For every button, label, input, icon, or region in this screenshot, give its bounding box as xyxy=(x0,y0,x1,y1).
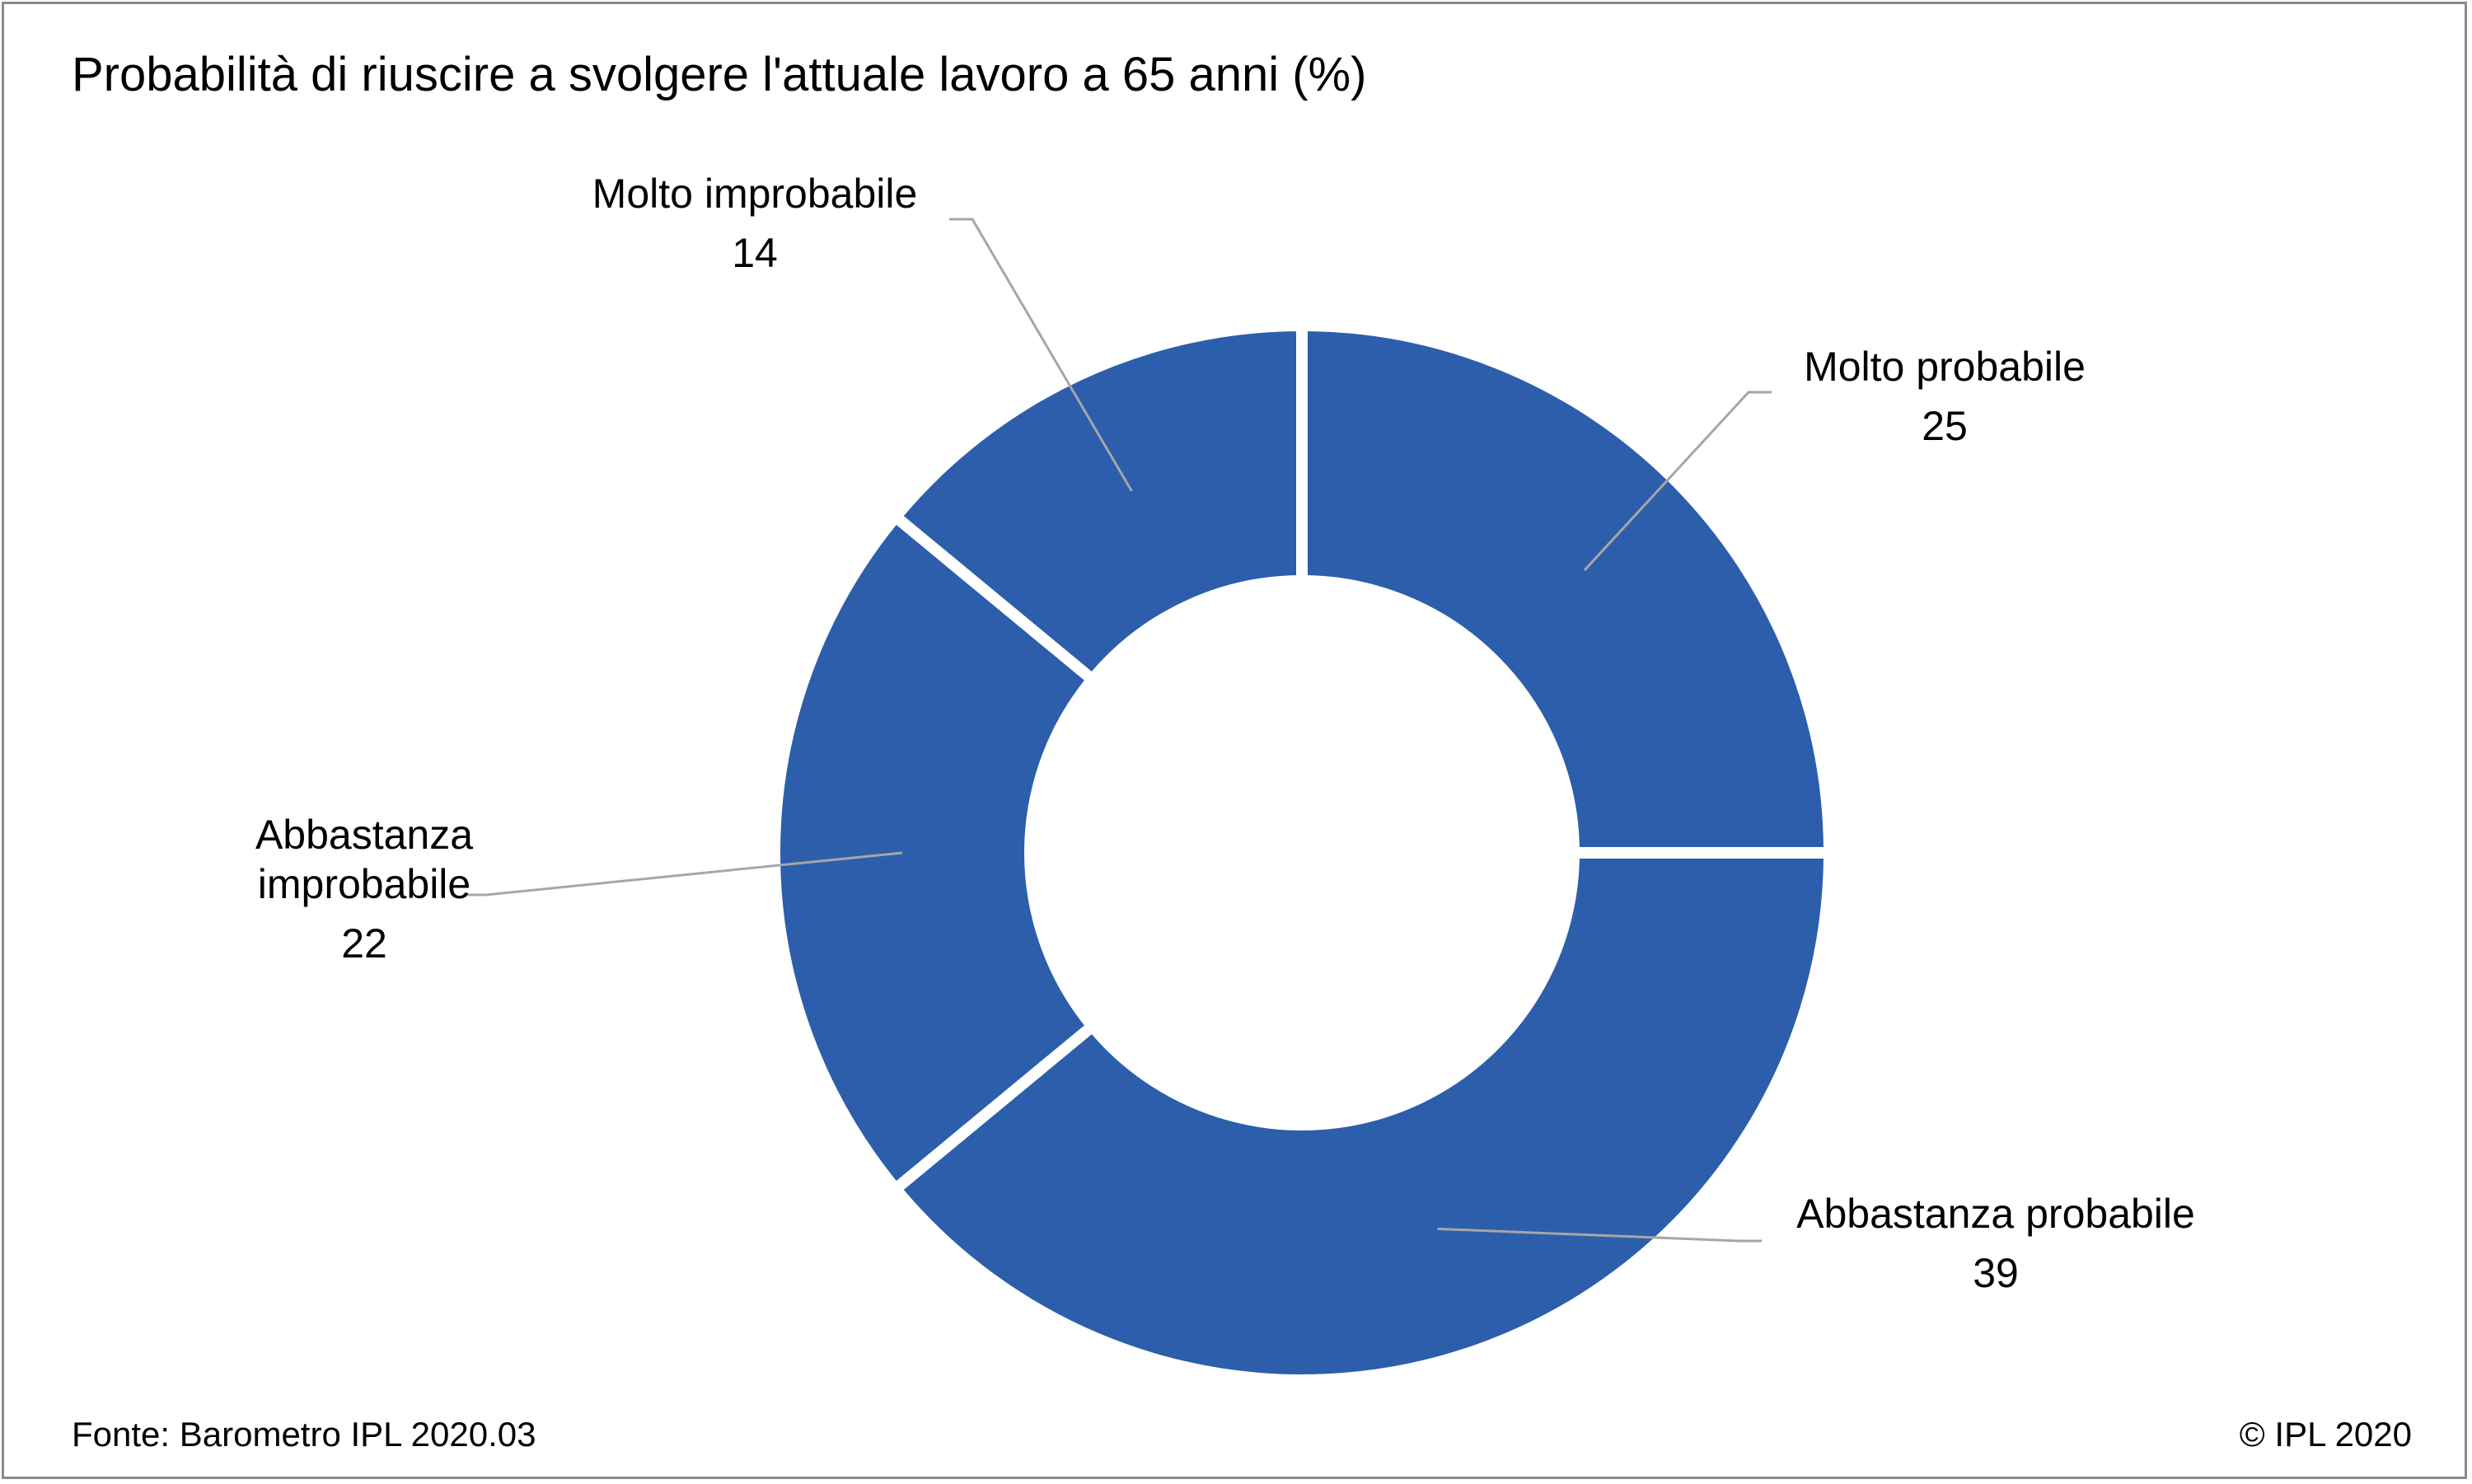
chart-title: Probabilità di riuscire a svolgere l'att… xyxy=(72,48,1367,101)
slice-abbastanza-probabile xyxy=(887,847,1836,1386)
donut-slices xyxy=(769,319,1836,1386)
slice-category-label: Molto probabile xyxy=(1804,344,2086,390)
leader-line xyxy=(949,218,1133,492)
leader-lines xyxy=(463,218,1772,1243)
slice-abbastanza-improbabile xyxy=(769,508,1101,1197)
slice-category-label: Abbastanza xyxy=(255,812,473,858)
slice-labels: Molto probabile 25 Abbastanza probabile 39 A… xyxy=(255,171,2195,1296)
copyright-note: © IPL 2020 xyxy=(2239,1415,2412,1454)
slice-molto-improbabile xyxy=(887,319,1308,688)
leader-line xyxy=(1437,1227,1762,1243)
slice-category-label: Abbastanza probabile xyxy=(1796,1191,2195,1237)
slice-value-label: 25 xyxy=(1922,403,1968,449)
slice-value-label: 22 xyxy=(341,920,387,967)
leader-line xyxy=(1583,391,1772,572)
slice-category-label: Molto improbabile xyxy=(592,171,918,217)
slice-value-label: 14 xyxy=(732,230,778,276)
slice-category-label: improbabile xyxy=(258,861,471,907)
leader-line xyxy=(463,851,903,896)
slice-molto-probabile xyxy=(1296,319,1836,859)
slice-value-label: 39 xyxy=(1973,1250,2019,1296)
source-note: Fonte: Barometro IPL 2020.03 xyxy=(72,1415,536,1454)
